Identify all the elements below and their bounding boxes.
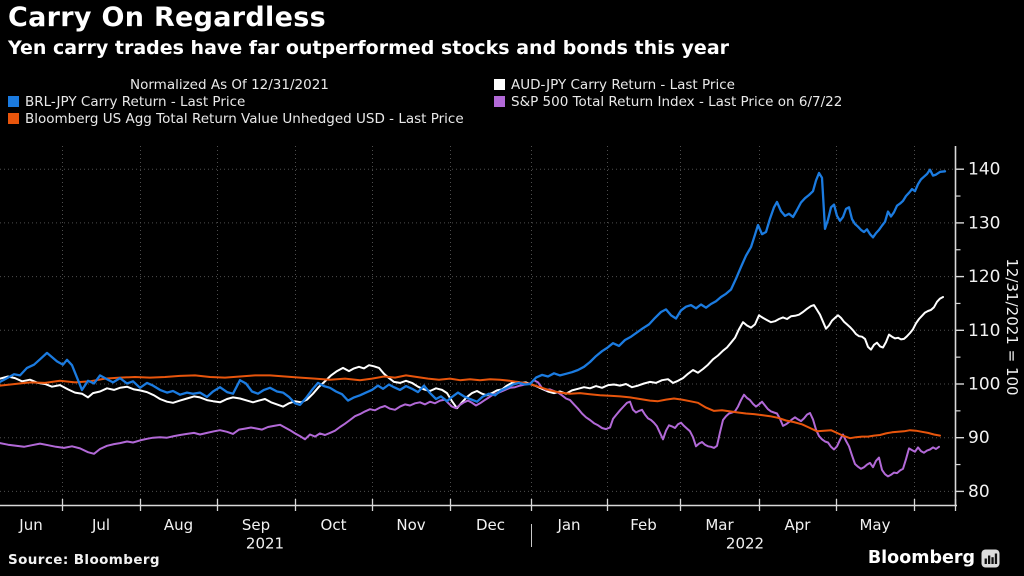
legend-item-brl-jpy: BRL-JPY Carry Return - Last Price	[8, 94, 245, 110]
bloomberg-wordmark: Bloomberg	[867, 548, 975, 568]
legend-swatch-icon	[494, 79, 505, 90]
svg-text:Mar: Mar	[705, 516, 734, 534]
legend-label: AUD-JPY Carry Return - Last Price	[511, 77, 735, 93]
svg-text:Jun: Jun	[18, 516, 42, 534]
svg-text:Apr: Apr	[785, 516, 812, 534]
legend-swatch-icon	[8, 113, 19, 124]
legend-label: S&P 500 Total Return Index - Last Price …	[511, 94, 843, 110]
svg-text:120: 120	[968, 267, 1000, 287]
svg-text:May: May	[859, 516, 890, 534]
svg-text:2021: 2021	[246, 535, 284, 553]
bloomberg-logo: Bloomberg	[868, 548, 1000, 568]
legend-item-us-agg: Bloomberg US Agg Total Return Value Unhe…	[8, 111, 464, 127]
svg-text:Jan: Jan	[556, 516, 580, 534]
svg-text:110: 110	[968, 321, 1000, 341]
svg-text:Feb: Feb	[630, 516, 657, 534]
svg-text:12/31/2021 = 100: 12/31/2021 = 100	[1003, 258, 1021, 395]
svg-text:Jul: Jul	[91, 516, 110, 534]
svg-text:100: 100	[968, 375, 1000, 395]
legend-label: BRL-JPY Carry Return - Last Price	[25, 94, 246, 110]
svg-text:130: 130	[968, 213, 1000, 233]
svg-text:Dec: Dec	[476, 516, 505, 534]
legend-item-aud-jpy: AUD-JPY Carry Return - Last Price	[494, 77, 735, 93]
legend-swatch-icon	[8, 96, 19, 107]
legend-normalization-note: Normalized As Of 12/31/2021	[130, 77, 329, 93]
svg-text:Nov: Nov	[396, 516, 425, 534]
page-subtitle: Yen carry trades have far outperformed s…	[8, 37, 730, 59]
svg-text:Oct: Oct	[321, 516, 347, 534]
legend-swatch-icon	[494, 96, 505, 107]
svg-text:90: 90	[968, 428, 990, 448]
source-note: Source: Bloomberg	[8, 552, 160, 568]
svg-text:Aug: Aug	[164, 516, 193, 534]
legend-label: Bloomberg US Agg Total Return Value Unhe…	[25, 111, 464, 127]
bloomberg-terminal-icon	[981, 549, 1000, 567]
legend-item-sp500: S&P 500 Total Return Index - Last Price …	[494, 94, 842, 110]
svg-text:2022: 2022	[726, 535, 764, 553]
page-title: Carry On Regardless	[8, 2, 326, 33]
svg-text:140: 140	[968, 160, 1000, 180]
svg-text:80: 80	[968, 482, 990, 502]
svg-text:Sep: Sep	[242, 516, 270, 534]
chart-legend: Normalized As Of 12/31/2021 AUD-JPY Carr…	[0, 76, 1024, 130]
